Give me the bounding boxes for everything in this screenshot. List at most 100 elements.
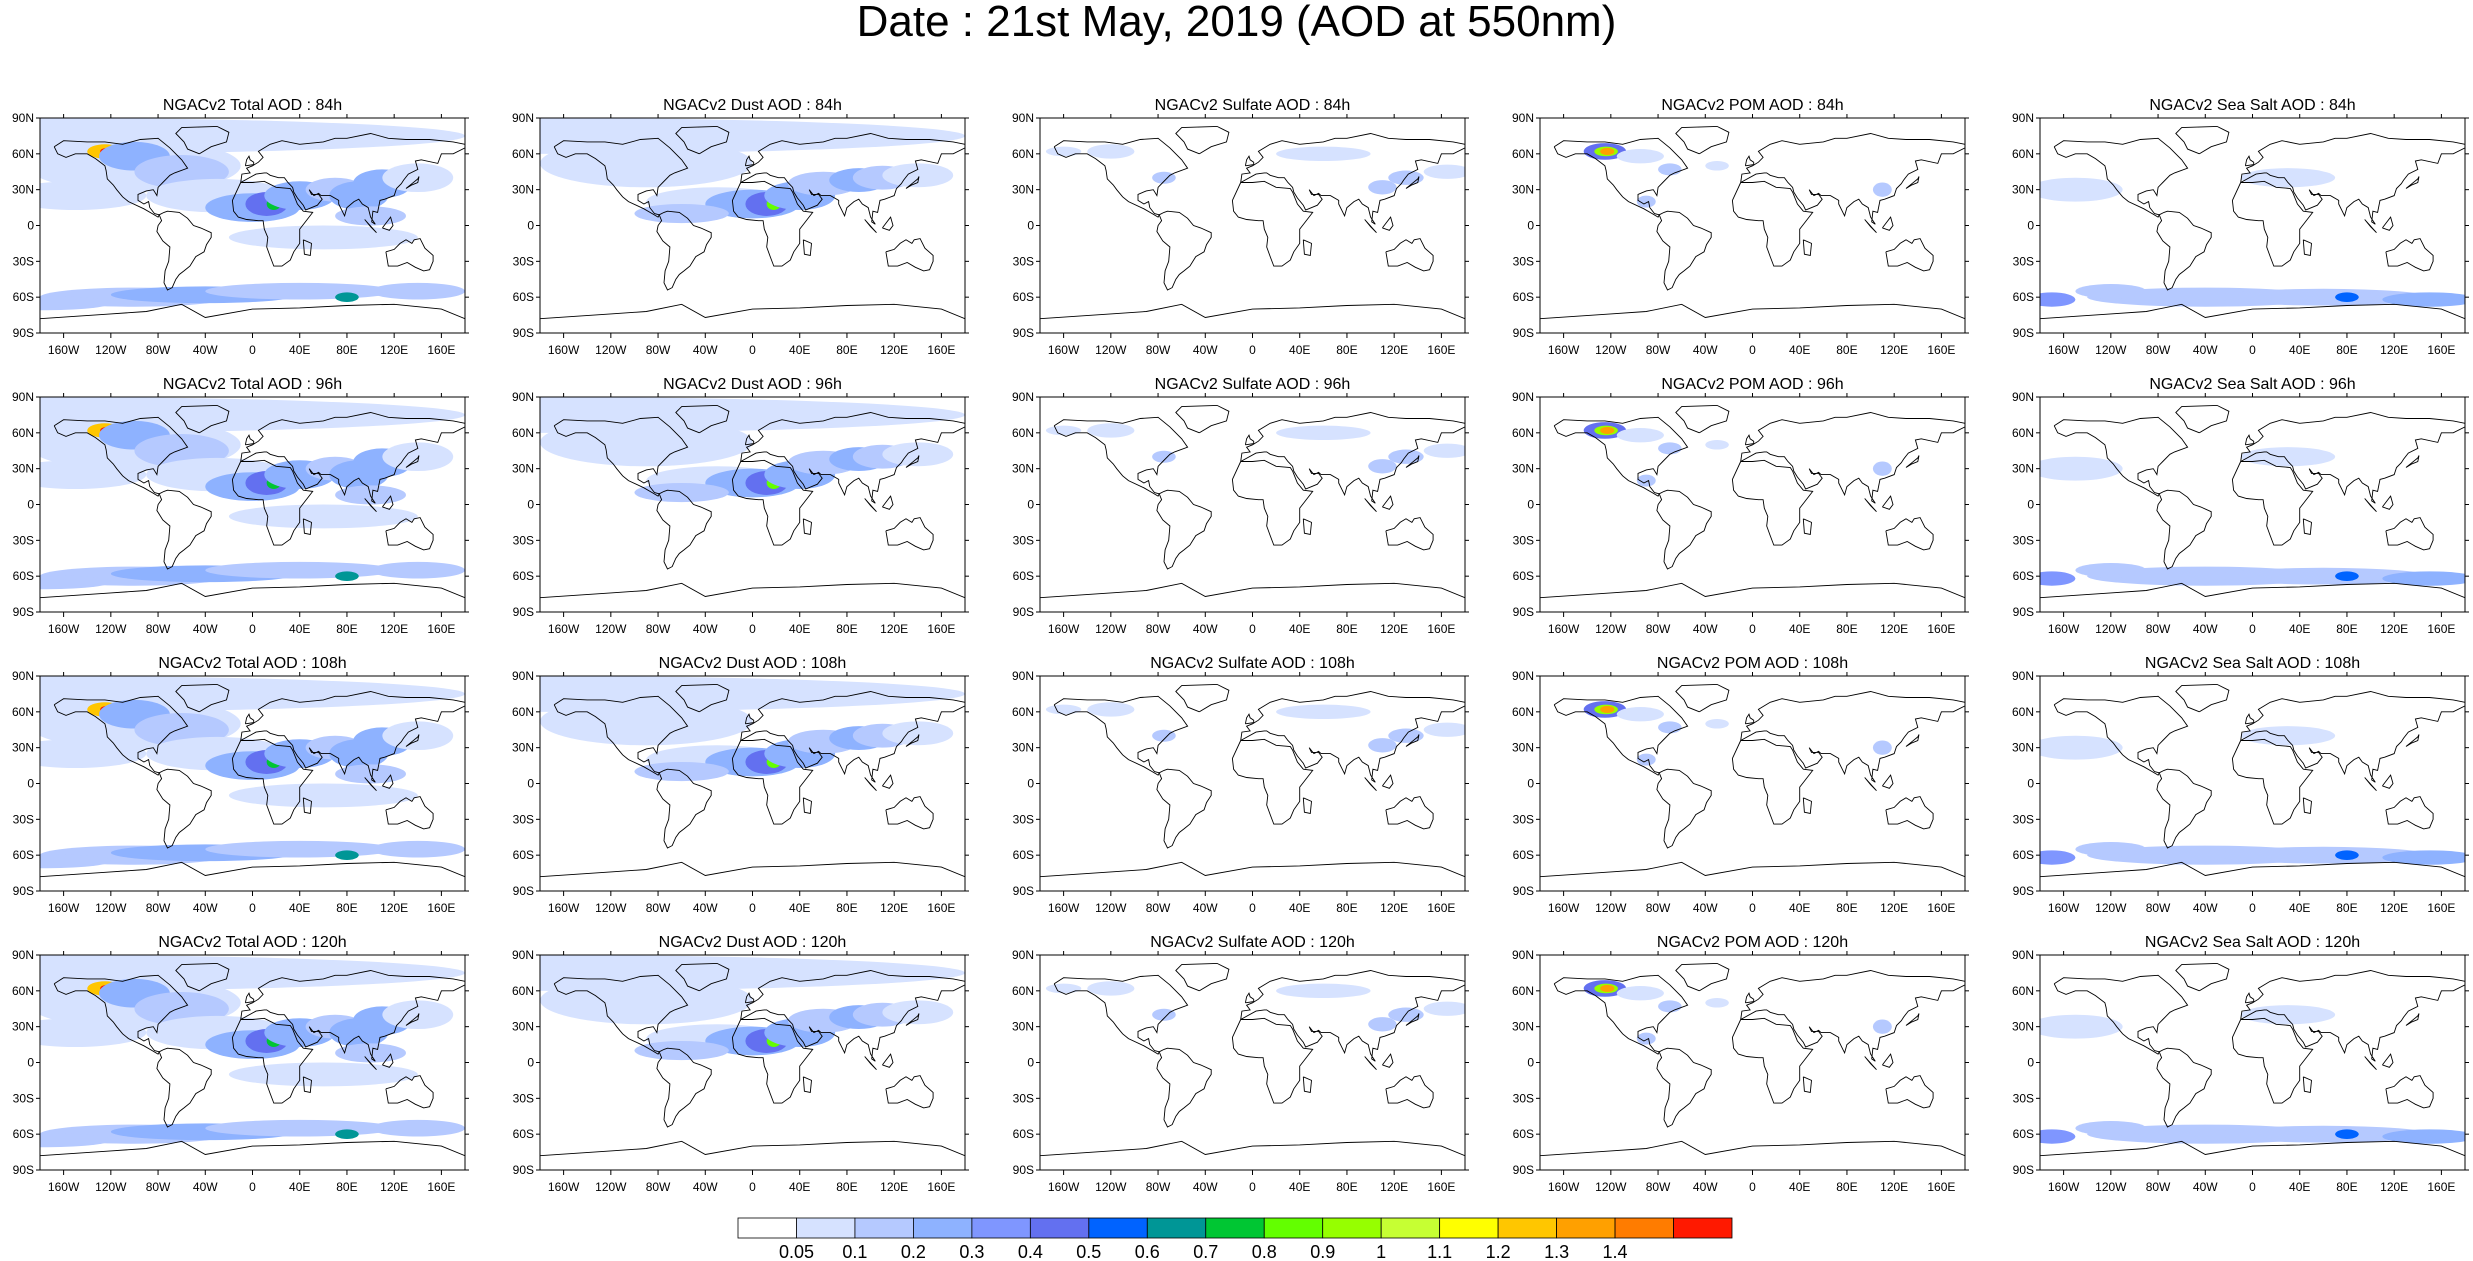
coastline: [1744, 992, 1755, 1004]
lon-label: 0: [1249, 343, 1256, 357]
lat-label: 30N: [2012, 183, 2034, 197]
lon-label: 40E: [289, 1180, 310, 1194]
lon-label: 80E: [836, 622, 857, 636]
lon-label: 40E: [289, 343, 310, 357]
lon-label: 40W: [2193, 901, 2218, 915]
coastline: [1040, 1140, 1465, 1157]
lat-label: 30S: [1013, 533, 1034, 547]
panel-title: NGACv2 Sulfate AOD : 96h: [1155, 376, 1351, 393]
lat-label: 90S: [2013, 884, 2034, 898]
lat-label: 90N: [12, 948, 34, 962]
coastline: [1364, 219, 1377, 234]
lat-label: 90S: [1013, 326, 1034, 340]
coastline: [1905, 734, 1920, 747]
lat-label: 0: [1027, 498, 1034, 512]
map-area: [2040, 118, 2465, 333]
aod-contour: [882, 442, 954, 467]
aod-contour: [2040, 1129, 2076, 1144]
coastline: [905, 176, 920, 189]
lat-label: 0: [2027, 498, 2034, 512]
coastline: [1231, 180, 1314, 267]
colorbar-label: 0.9: [1310, 1242, 1335, 1261]
aod-contour: [1658, 1000, 1682, 1013]
colorbar-swatch: [1556, 1217, 1616, 1239]
coastline: [2175, 125, 2230, 155]
colorbar-swatch: [1263, 1217, 1324, 1239]
coastline: [2175, 683, 2230, 713]
aod-contour: [1276, 146, 1371, 161]
lon-label: 0: [2249, 343, 2256, 357]
coastline: [40, 303, 465, 320]
panel-title: NGACv2 POM AOD : 120h: [1657, 934, 1848, 951]
aod-contour: [1705, 998, 1729, 1008]
lat-label: 0: [27, 1056, 34, 1070]
lon-label: 120W: [1595, 1180, 1627, 1194]
coastline: [156, 1047, 212, 1128]
coastline: [1864, 777, 1877, 792]
lon-label: 80W: [646, 901, 671, 915]
coastline: [1675, 962, 1730, 992]
aod-contour: [1658, 442, 1682, 455]
aod-contour: [1423, 164, 1465, 179]
coastline: [1382, 774, 1394, 789]
lon-label: 0: [1749, 901, 1756, 915]
colorbar-swatch: [1673, 1217, 1733, 1239]
lat-label: 90S: [1513, 326, 1534, 340]
lat-label: 90N: [1512, 390, 1534, 404]
lon-label: 120W: [595, 622, 627, 636]
coastline: [302, 518, 312, 535]
aod-contour: [370, 1119, 465, 1137]
coastline: [240, 133, 465, 225]
aod-contour: [1600, 984, 1615, 993]
aod-contour: [1087, 144, 1135, 159]
aod-contour: [2335, 292, 2359, 302]
lon-label: 160E: [2427, 622, 2455, 636]
lon-label: 40W: [193, 901, 218, 915]
lon-label: 120W: [95, 1180, 127, 1194]
coastline: [385, 796, 434, 830]
lon-label: 160E: [2427, 1180, 2455, 1194]
coastline: [675, 125, 730, 155]
aod-contour: [882, 1000, 954, 1025]
lat-label: 30S: [13, 1091, 34, 1105]
coastline: [405, 455, 420, 468]
coastline: [2382, 216, 2394, 231]
coastline: [382, 216, 394, 231]
lat-label: 90S: [1513, 605, 1534, 619]
map-panel: NGACv2 Dust AOD : 84h 90N 60N 30N 0 30S 60S 90S…: [512, 97, 969, 357]
lat-label: 60S: [13, 290, 34, 304]
coastline: [1302, 239, 1312, 256]
lat-label: 90S: [513, 326, 534, 340]
lat-label: 90N: [12, 669, 34, 683]
lon-label: 80E: [336, 343, 357, 357]
aod-contour: [2217, 846, 2430, 864]
aod-contour: [40, 853, 111, 869]
lon-label: 0: [749, 343, 756, 357]
lon-label: 0: [249, 901, 256, 915]
aod-contour: [1152, 729, 1176, 742]
aod-contour: [2382, 571, 2465, 586]
lon-label: 160E: [1927, 901, 1955, 915]
coastline: [364, 1056, 377, 1071]
coastline: [175, 683, 230, 713]
aod-contour: [1636, 1032, 1656, 1045]
coastline: [1675, 683, 1730, 713]
panel-title: NGACv2 Sea Salt AOD : 96h: [2149, 376, 2355, 393]
lon-label: 160W: [48, 343, 80, 357]
colorbar-swatch: [1439, 1217, 1499, 1239]
colorbar-swatch: [796, 1217, 856, 1239]
lat-label: 30N: [12, 183, 34, 197]
lat-label: 90S: [1513, 1163, 1534, 1177]
lat-label: 60N: [1012, 984, 1034, 998]
aod-contour: [1872, 182, 1892, 197]
lon-label: 120E: [880, 901, 908, 915]
lon-label: 120W: [595, 343, 627, 357]
aod-contour: [882, 163, 954, 188]
coastline: [882, 1053, 894, 1068]
coastline: [2040, 861, 2465, 878]
lon-label: 120W: [2095, 622, 2127, 636]
coastline: [553, 416, 689, 497]
lat-label: 30S: [1513, 254, 1534, 268]
lat-label: 30N: [512, 741, 534, 755]
lon-label: 40E: [1789, 1180, 1810, 1194]
